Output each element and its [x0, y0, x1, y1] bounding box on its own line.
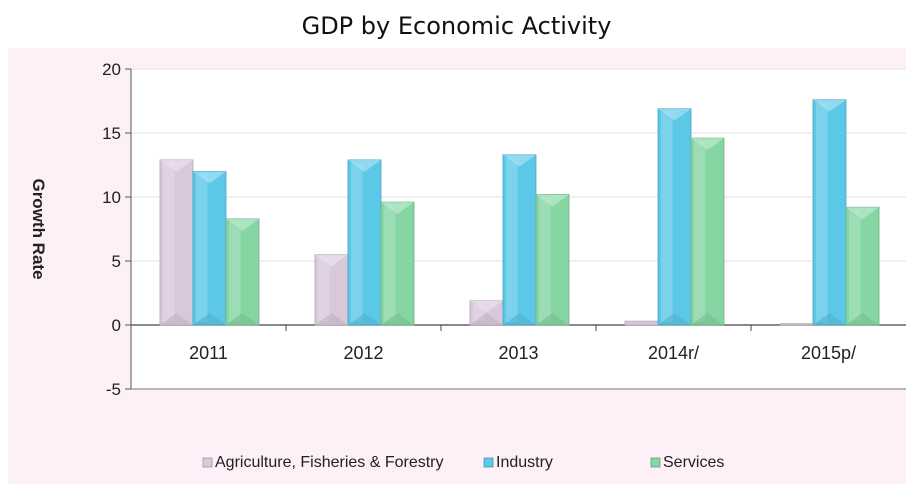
bar-bevel	[503, 154, 536, 167]
bars	[159, 99, 880, 326]
x-category-label: 2013	[498, 343, 538, 363]
bar-bevel	[193, 313, 226, 325]
bar-bevel	[193, 171, 226, 184]
bar-highlight	[506, 157, 518, 322]
x-category-label: 2011	[189, 343, 228, 363]
bar-bevel	[846, 207, 879, 220]
chart-title: GDP by Economic Activity	[301, 12, 612, 40]
bar-bevel	[658, 313, 691, 325]
x-category-label: 2014r/	[648, 343, 699, 363]
legend-swatch	[483, 457, 494, 468]
bar-bevel	[691, 313, 724, 325]
bar-highlight	[384, 205, 396, 322]
bar-highlight	[849, 210, 861, 322]
x-category-label: 2015p/	[801, 343, 856, 363]
y-tick-label: -5	[106, 380, 121, 399]
legend: Agriculture, Fisheries & Forestry Industr…	[202, 454, 724, 471]
bar-highlight	[318, 257, 330, 322]
bar-bevel	[315, 254, 348, 267]
bar-bevel	[813, 99, 846, 112]
bar-bevel	[470, 300, 503, 313]
bar-bevel	[470, 313, 503, 325]
y-tick-label: 5	[112, 252, 121, 271]
y-tick-label: 10	[102, 188, 121, 207]
bar-highlight	[163, 162, 175, 322]
bar-bevel	[503, 313, 536, 325]
bar-bevel	[381, 202, 414, 215]
legend-label: Services	[663, 454, 724, 471]
x-category-label: 2012	[343, 343, 383, 363]
bar-highlight	[694, 141, 706, 322]
y-tick-label: 15	[102, 124, 121, 143]
bar-bevel	[348, 313, 381, 325]
bar-bevel	[381, 313, 414, 325]
bar-bevel	[813, 313, 846, 325]
bar-bevel	[315, 313, 348, 325]
bar-bevel	[691, 138, 724, 151]
bar-highlight	[661, 111, 673, 323]
bar-bevel	[226, 218, 259, 231]
bar-bevel	[658, 108, 691, 121]
bar-highlight	[473, 303, 485, 322]
bar-highlight	[351, 162, 363, 322]
bar-bevel	[160, 159, 193, 172]
y-axis-label: Growth Rate	[29, 178, 48, 279]
legend-label: Industry	[496, 454, 553, 471]
bar-highlight	[816, 102, 828, 322]
bar-highlight	[229, 221, 241, 322]
bar-bevel	[846, 313, 879, 325]
legend-label: Agriculture, Fisheries & Forestry	[215, 454, 444, 471]
bar-bevel	[536, 313, 569, 325]
legend-swatch	[650, 457, 661, 468]
y-tick-label: 20	[102, 60, 121, 79]
bar-highlight	[196, 174, 208, 322]
bar-bevel	[536, 194, 569, 207]
bar-bevel	[226, 313, 259, 325]
bar-bevel	[348, 159, 381, 172]
bar-bevel	[160, 313, 193, 325]
legend-swatch	[202, 457, 213, 468]
bar	[779, 323, 814, 326]
bar	[624, 320, 659, 326]
labels: -5 0 5 10 15 20 Growth Rate 2011 2012 2013 2014r/2…	[29, 60, 856, 399]
bar-highlight	[539, 197, 551, 322]
y-tick-label: 0	[112, 316, 121, 335]
